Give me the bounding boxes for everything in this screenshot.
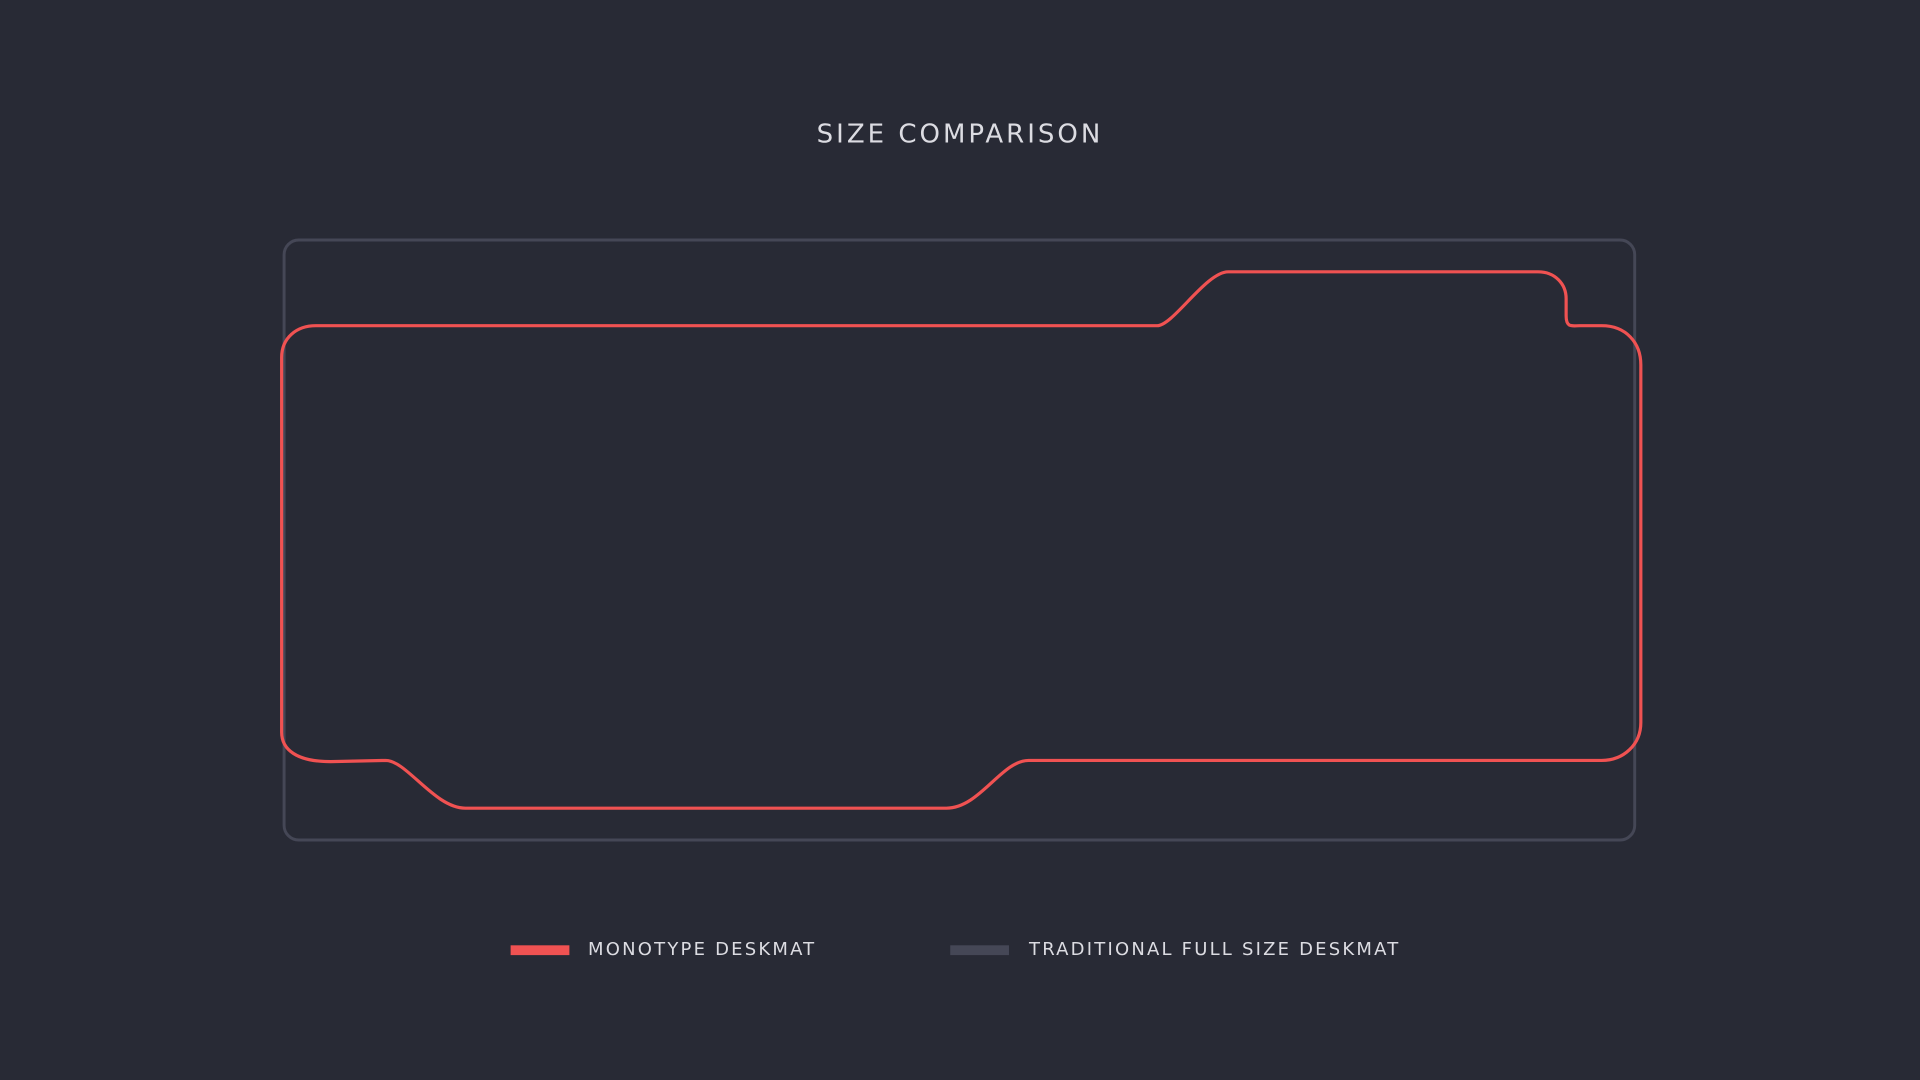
legend-label: MONOTYPE DESKMAT	[588, 939, 816, 960]
monotype-outline	[280, 270, 1643, 810]
legend-swatch	[510, 945, 570, 956]
title: SIZE COMPARISON	[817, 120, 1104, 150]
outlines	[280, 238, 1643, 956]
traditional-outline	[282, 238, 1637, 842]
legend-swatch	[950, 945, 1009, 956]
legend-label: TRADITIONAL FULL SIZE DESKMAT	[1028, 939, 1400, 960]
